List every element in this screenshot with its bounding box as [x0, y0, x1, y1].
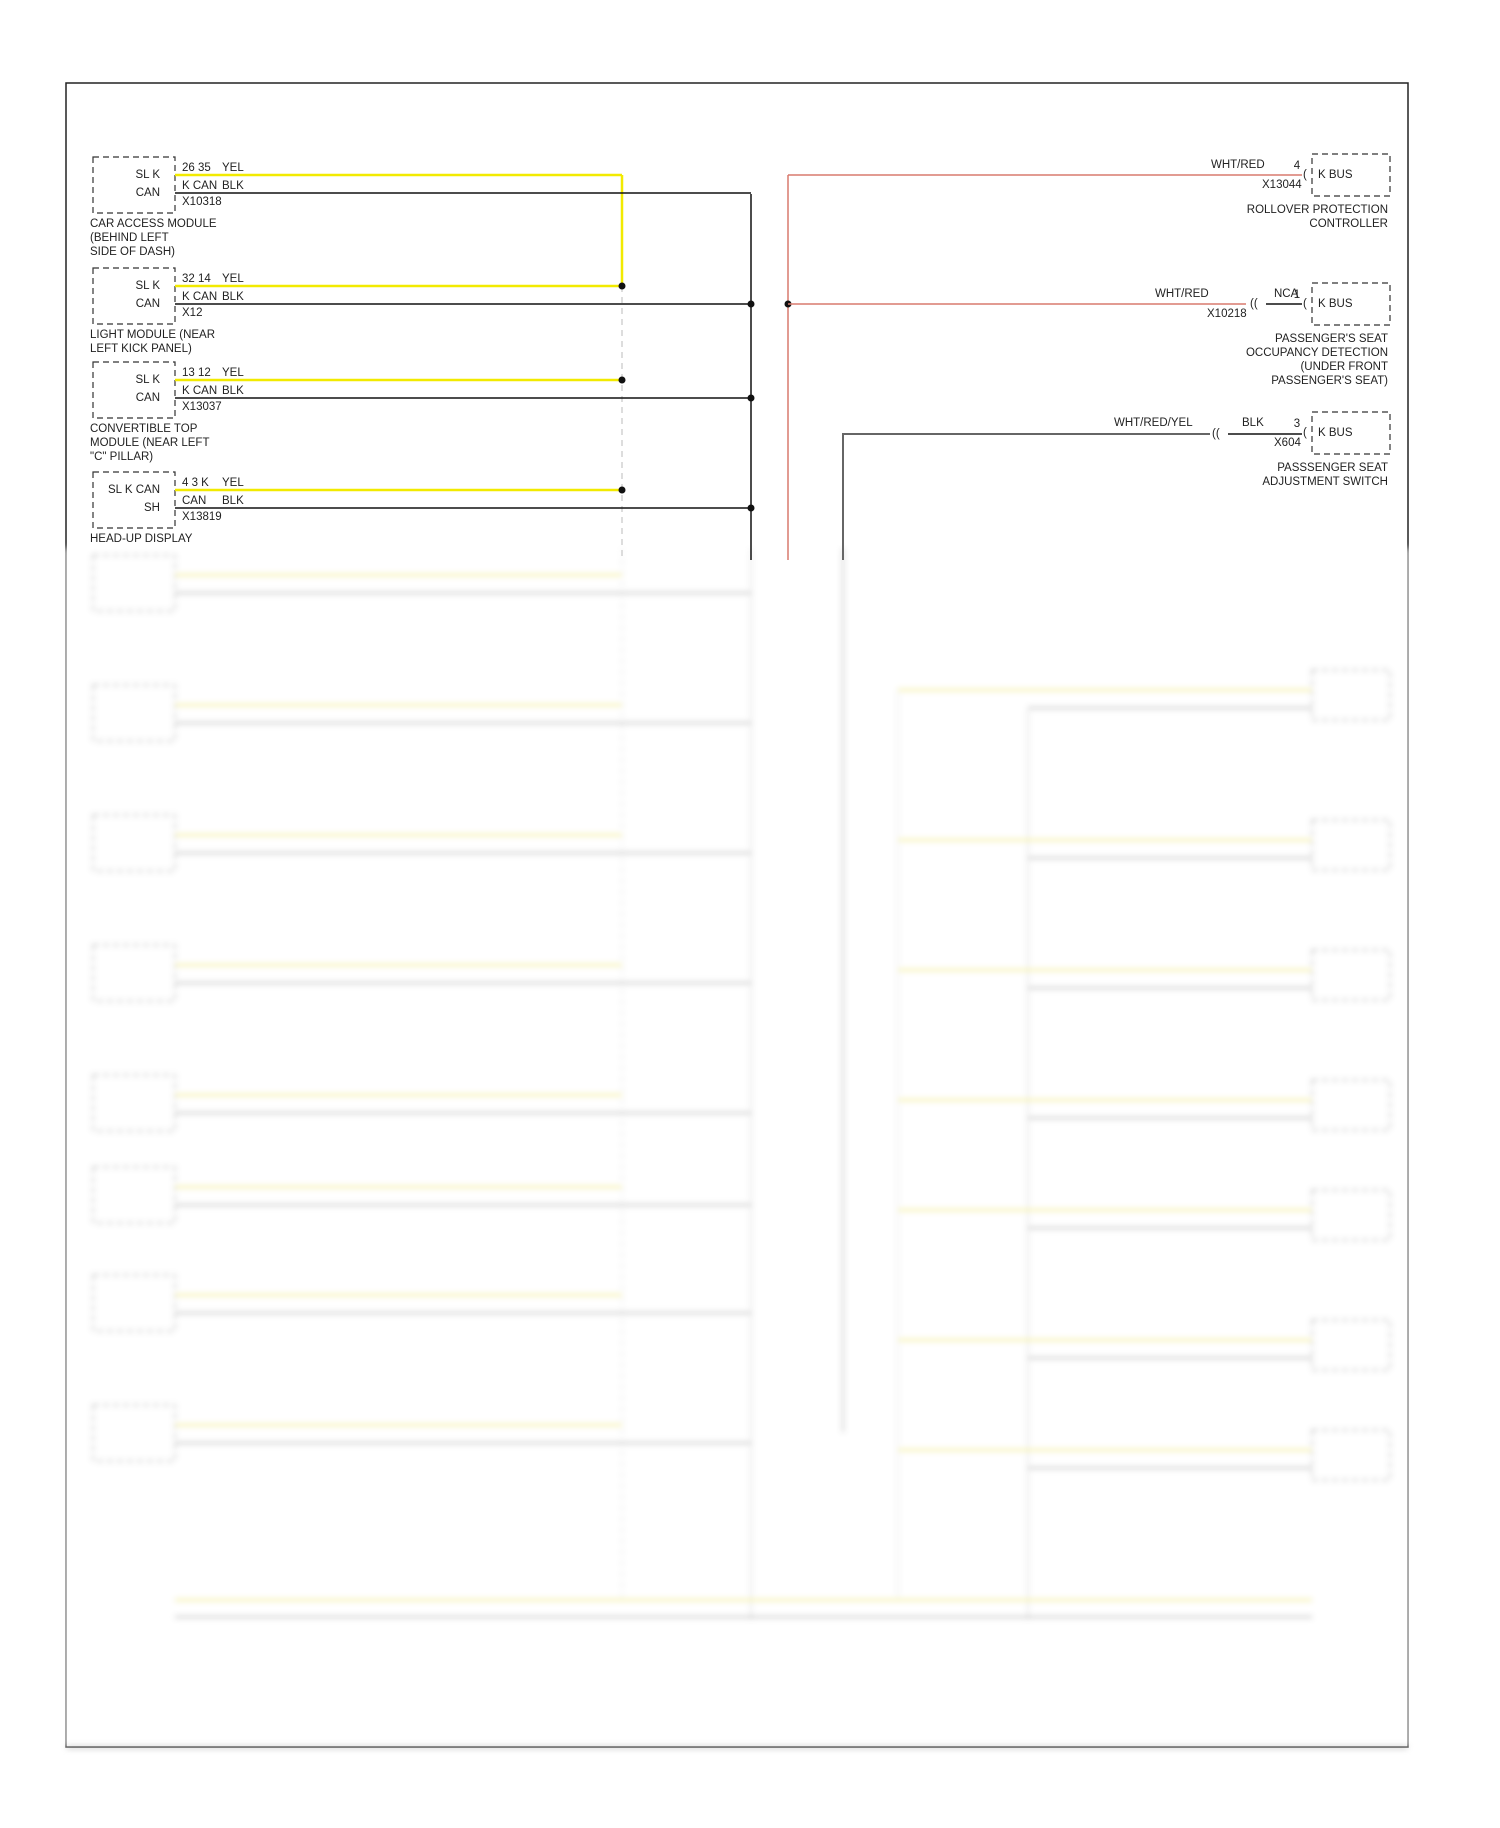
junction	[747, 300, 755, 308]
blurred-box	[92, 1404, 176, 1462]
box-label: CAN	[136, 392, 160, 404]
blurred-box	[1311, 1429, 1391, 1481]
module-box	[92, 267, 176, 325]
module-caption: PASSSENGER SEAT	[1277, 462, 1388, 474]
wire-color: YEL	[222, 477, 244, 489]
blurred-box	[1311, 949, 1391, 1001]
module-box	[92, 361, 176, 419]
blurred-box	[1311, 1189, 1391, 1241]
blurred-box	[92, 684, 176, 742]
module-caption: (UNDER FRONT	[1300, 361, 1388, 373]
connector-symbol: (	[1303, 169, 1307, 181]
module-caption: CAR ACCESS MODULE	[90, 218, 217, 230]
junction	[618, 376, 626, 384]
module-caption: HEAD-UP DISPLAY	[90, 533, 193, 545]
module-caption: MODULE (NEAR LEFT	[90, 437, 210, 449]
junction	[618, 282, 626, 290]
module-caption: ADJUSTMENT SWITCH	[1262, 476, 1388, 488]
box-label: SL K	[135, 280, 160, 292]
blurred-box	[1311, 1319, 1391, 1371]
module-box	[92, 471, 176, 529]
blurred-box	[1311, 669, 1391, 721]
connector-label: X13044	[1262, 179, 1302, 191]
splice-label: BLK	[1242, 417, 1264, 429]
blurred-box	[92, 1074, 176, 1132]
pin-label: K CAN	[182, 180, 217, 192]
pin-label: 1	[1294, 289, 1300, 301]
box-label: K BUS	[1318, 169, 1353, 181]
box-label: SL K CAN	[108, 484, 160, 496]
connector-symbol: (	[1303, 298, 1307, 310]
module-caption: LEFT KICK PANEL)	[90, 343, 192, 355]
splice-label: NCA	[1274, 288, 1299, 300]
wire-color: YEL	[222, 273, 244, 285]
box-label: K BUS	[1318, 298, 1353, 310]
wire-color: BLK	[222, 495, 244, 507]
module-caption: "C" PILLAR)	[90, 451, 153, 463]
blurred-box	[92, 554, 176, 612]
blurred-region	[62, 548, 1412, 1749]
junction	[618, 486, 626, 494]
wire-color: WHT/RED/YEL	[1114, 417, 1193, 429]
wire-color: WHT/RED	[1155, 288, 1209, 300]
blurred-box	[1311, 1079, 1391, 1131]
wire-color: BLK	[222, 385, 244, 397]
wire-color: YEL	[222, 367, 244, 379]
pin-label: 26 35	[182, 162, 211, 174]
box-label: CAN	[136, 298, 160, 310]
module-caption: ROLLOVER PROTECTION	[1247, 204, 1388, 216]
blurred-box	[92, 1166, 176, 1224]
module-caption: LIGHT MODULE (NEAR	[90, 329, 215, 341]
connector-symbol: ((	[1212, 428, 1220, 440]
module-caption: CONTROLLER	[1309, 218, 1388, 230]
connector-symbol: (	[1303, 427, 1307, 439]
junction	[747, 394, 755, 402]
connector-symbol: ((	[1250, 298, 1258, 310]
connector-label: X604	[1274, 437, 1301, 449]
pin-label: K CAN	[182, 385, 217, 397]
box-label: SH	[144, 502, 160, 514]
module-box	[92, 156, 176, 214]
junction	[747, 504, 755, 512]
wire-gry	[842, 433, 1210, 560]
pin-label: 3	[1294, 418, 1300, 430]
pin-label: 32 14	[182, 273, 211, 285]
blurred-box	[1311, 819, 1391, 871]
module-caption: CONVERTIBLE TOP	[90, 423, 198, 435]
pin-label: 4 3 K	[182, 477, 209, 489]
wire-color: WHT/RED	[1211, 159, 1265, 171]
blurred-box	[92, 1274, 176, 1332]
pin-label: K CAN	[182, 291, 217, 303]
box-label: SL K	[135, 169, 160, 181]
module-caption: (BEHIND LEFT	[90, 232, 169, 244]
connector-label: X13037	[182, 401, 222, 413]
wire-color: BLK	[222, 180, 244, 192]
blurred-box	[92, 814, 176, 872]
wire-color: YEL	[222, 162, 244, 174]
module-caption: SIDE OF DASH)	[90, 246, 175, 258]
blurred-box	[92, 944, 176, 1002]
box-label: SL K	[135, 374, 160, 386]
module-caption: PASSENGER'S SEAT)	[1271, 375, 1388, 387]
module-caption: PASSENGER'S SEAT	[1275, 333, 1388, 345]
pin-label: CAN	[182, 495, 206, 507]
box-label: K BUS	[1318, 427, 1353, 439]
module-caption: OCCUPANCY DETECTION	[1246, 347, 1388, 359]
pin-label: 4	[1294, 160, 1301, 172]
connector-label: X13819	[182, 511, 222, 523]
wire-color: BLK	[222, 291, 244, 303]
pin-label: 13 12	[182, 367, 211, 379]
connector-label: X10318	[182, 196, 222, 208]
box-label: CAN	[136, 187, 160, 199]
connector-label: X10218	[1207, 308, 1247, 320]
connector-label: X12	[182, 307, 202, 319]
